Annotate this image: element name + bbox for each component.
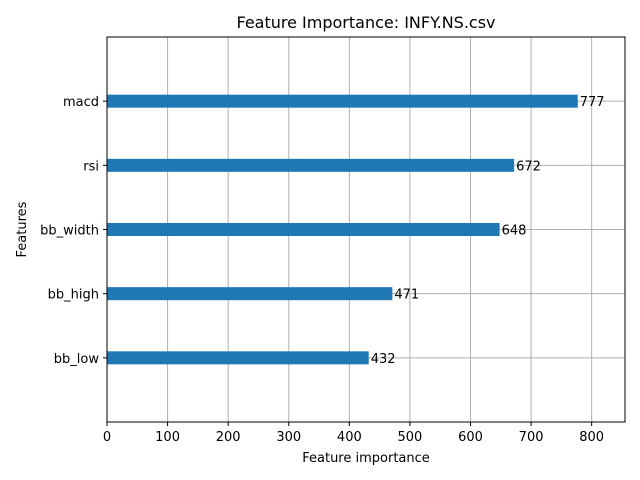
x-axis-label: Feature importance [302, 451, 430, 466]
chart-title: Feature Importance: INFY.NS.csv [236, 13, 495, 32]
x-tick-label: 700 [519, 430, 544, 445]
x-axis-ticks: 0 100 200 300 400 500 600 700 800 [103, 422, 604, 445]
x-tick-label: 400 [337, 430, 362, 445]
x-tick-label: 800 [579, 430, 604, 445]
x-tick-label: 100 [155, 430, 180, 445]
y-tick-label: bb_width [40, 224, 99, 239]
y-tick-label: bb_high [48, 288, 99, 303]
x-tick-label: 600 [458, 430, 483, 445]
y-tick-label: rsi [83, 159, 99, 174]
bar-rsi [107, 158, 515, 172]
data-label-bb_low: 432 [371, 352, 396, 367]
data-label-bb_width: 648 [502, 224, 527, 239]
bars [107, 94, 578, 365]
x-tick-label: 300 [276, 430, 301, 445]
y-axis-ticks: macd rsi bb_width bb_high bb_low [40, 95, 107, 367]
x-tick-label: 0 [103, 430, 111, 445]
bar-bb_high [107, 287, 393, 301]
plot-frame [106, 36, 626, 423]
data-labels: 777 672 648 471 432 [371, 95, 605, 367]
bar-bb_width [107, 223, 500, 236]
bar-macd [107, 94, 578, 108]
y-tick-label: macd [63, 95, 99, 110]
data-label-rsi: 672 [516, 159, 541, 174]
data-label-bb_high: 471 [394, 288, 419, 303]
y-axis-label: Features [15, 201, 30, 257]
y-tick-label: bb_low [54, 352, 100, 367]
data-label-macd: 777 [580, 95, 605, 110]
x-tick-label: 200 [216, 430, 241, 445]
x-tick-label: 500 [398, 430, 423, 445]
bar-bb_low [107, 351, 369, 365]
